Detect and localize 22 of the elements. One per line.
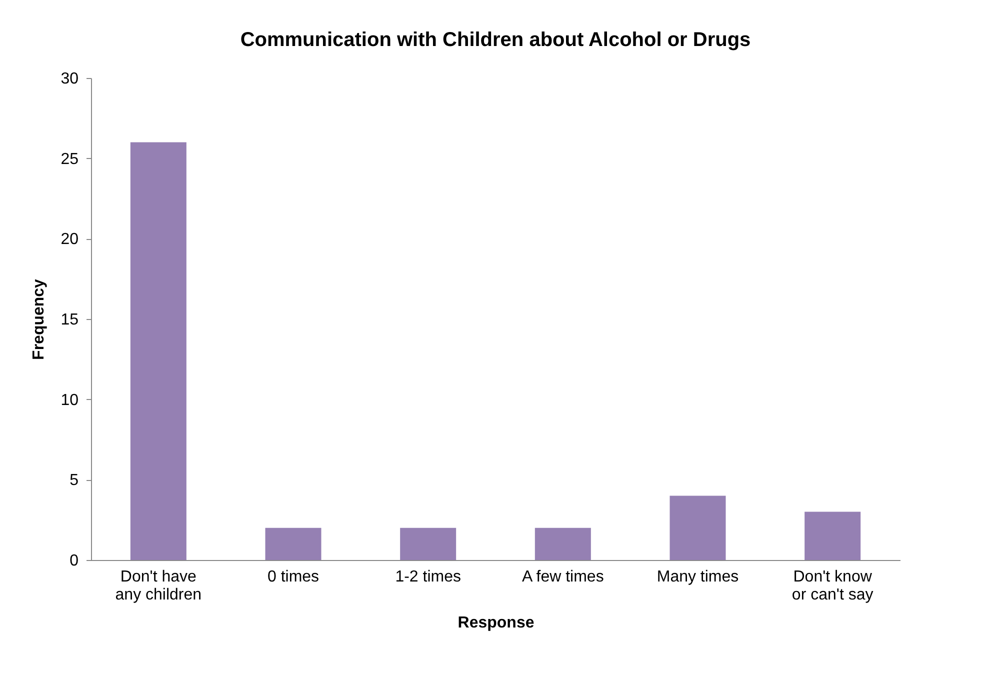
y-tick-label: 25 <box>60 150 79 168</box>
x-tick-label: Don't have any children <box>115 568 202 604</box>
x-tick-label: 0 times <box>267 568 320 586</box>
y-axis-title: Frequency <box>30 278 48 360</box>
bar <box>400 528 456 560</box>
bar <box>265 528 322 560</box>
y-tick-label: 20 <box>60 231 79 248</box>
x-tick-label: Don't know or can't say <box>792 568 874 604</box>
x-tick-label: A few times <box>522 568 604 586</box>
chart-title: Communication with Children about Alcohol or Drugs <box>240 29 751 51</box>
x-axis-title: Response <box>458 614 534 632</box>
bar <box>670 496 726 560</box>
y-tick-label: 30 <box>60 70 79 88</box>
y-tick-label: 10 <box>60 392 79 409</box>
y-tick-label: 15 <box>60 312 79 328</box>
x-tick-label: 1-2 times <box>395 568 461 586</box>
y-tick-label: 0 <box>70 552 79 570</box>
bar <box>804 512 861 560</box>
y-tick-label: 5 <box>70 472 79 490</box>
bar <box>130 142 186 560</box>
x-tick-label: Many times <box>656 568 739 586</box>
bar <box>534 528 591 560</box>
